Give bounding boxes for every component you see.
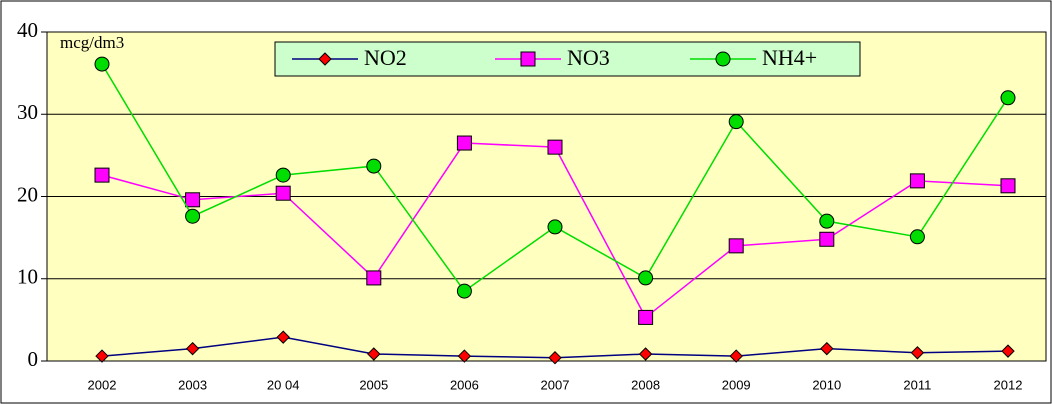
x-tick-label: 2002 [88, 377, 117, 392]
x-tick-label: 2011 [903, 377, 931, 392]
marker [94, 56, 110, 72]
x-tick-label: 2007 [541, 377, 570, 392]
marker [910, 346, 925, 360]
marker [728, 114, 744, 130]
marker [520, 51, 536, 67]
marker [367, 347, 381, 361]
marker [275, 185, 291, 201]
marker [275, 167, 291, 183]
y-tick-label: 0 [28, 347, 39, 371]
marker [638, 270, 654, 286]
legend-label: NO2 [364, 45, 407, 70]
legend-label: NH4+ [762, 45, 817, 70]
marker [457, 349, 472, 363]
legend-label: NO3 [567, 45, 610, 70]
x-tick-label: 2003 [178, 377, 207, 392]
marker [94, 167, 110, 183]
marker [366, 270, 382, 286]
marker [456, 135, 472, 151]
y-tick-label: 30 [17, 100, 38, 124]
marker [548, 351, 562, 365]
marker [318, 52, 332, 66]
y-axis-unit: mcg/dm3 [60, 33, 124, 52]
x-tick-label: 2010 [812, 377, 841, 392]
marker [185, 341, 200, 356]
y-tick-label: 10 [17, 265, 38, 289]
marker [715, 51, 731, 67]
marker [1001, 344, 1015, 358]
marker [185, 208, 201, 224]
marker [729, 349, 743, 363]
marker [185, 192, 201, 208]
marker [909, 229, 925, 245]
marker [547, 219, 563, 235]
marker [95, 349, 109, 363]
marker [638, 347, 653, 361]
x-tick-label: 2009 [722, 377, 751, 392]
y-tick-label: 40 [17, 18, 38, 42]
marker [819, 231, 835, 247]
x-tick-label: 2008 [631, 377, 660, 392]
marker [1000, 90, 1016, 106]
marker [1000, 178, 1016, 194]
y-tick-label: 20 [17, 182, 38, 206]
marker [638, 309, 654, 325]
plot-border [46, 31, 1047, 362]
marker [820, 341, 834, 356]
x-tick-label: 20 04 [267, 377, 300, 392]
x-tick-label: 2012 [994, 377, 1023, 392]
x-tick-label: 2005 [359, 377, 388, 392]
marker [547, 139, 563, 155]
marker [819, 213, 835, 229]
legend-box [274, 41, 861, 77]
marker [909, 173, 925, 189]
marker [728, 238, 744, 254]
x-tick-label: 2006 [450, 377, 479, 392]
marker [456, 283, 472, 299]
marker [276, 330, 290, 344]
marker [366, 158, 382, 174]
